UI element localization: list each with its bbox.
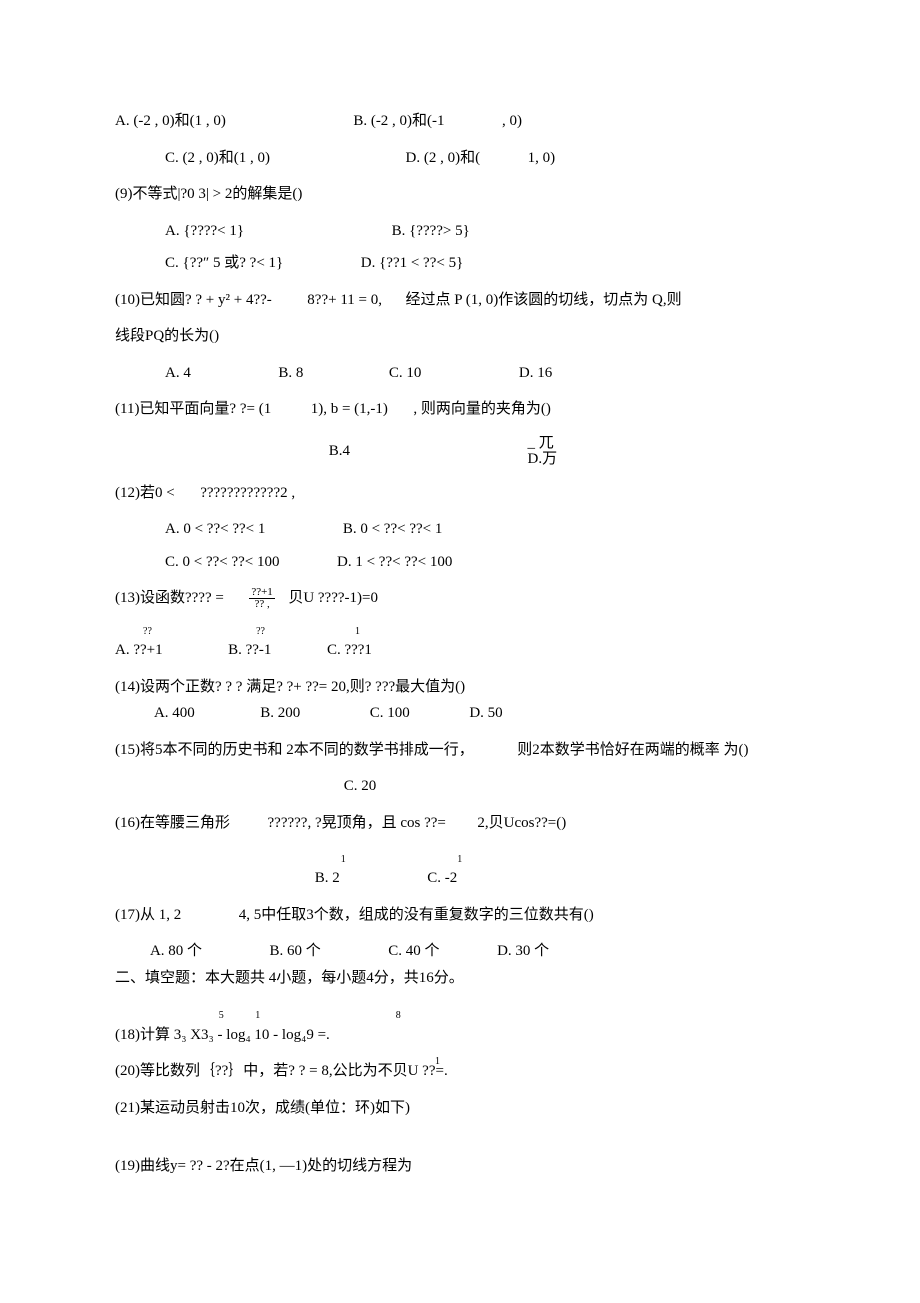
q13-answers: ?? A. ??+1 ?? B. ??-1 1 C. ???1 [115, 624, 805, 662]
q13-a-stack: ?? A. ??+1 [115, 624, 163, 662]
q10-c: C. 10 [389, 365, 422, 381]
q17-b: B. 60 个 [270, 943, 321, 959]
q13-b-stack: ?? B. ??-1 [228, 624, 271, 662]
q17-stem-2: 4, 5中任取3个数，组成的没有重复数字的三位数共有() [239, 907, 594, 923]
q15-stem-1: (15)将5本不同的历史书和 2本不同的数学书排成一行， [115, 742, 474, 758]
opt-d: D. (2 , 0)和( [406, 150, 481, 166]
q14-stem: (14)设两个正数? ? ? 满足? ?+ ??= 20,则? ???最大值为(… [115, 676, 805, 699]
q10-d: D. 16 [519, 365, 552, 381]
q13-b-top: ?? [228, 624, 271, 639]
q18-sup-3: 8 [396, 1010, 401, 1021]
q14-b: B. 200 [260, 705, 300, 721]
q12-row-2: C. 0 < ??< ??< 100 D. 1 < ??< ??< 100 [115, 551, 805, 574]
q11-d-bot: D.万 [528, 451, 558, 468]
q15-c-row: C. 20 [115, 775, 805, 798]
q13-a-top: ?? [115, 624, 163, 639]
q18-stem: (18)计算 3₃ X3₃ - log₄ 10 - log₄9 =. [115, 1024, 805, 1047]
q14-c: C. 100 [370, 705, 410, 721]
q17-a: A. 80 个 [150, 943, 202, 959]
q18-sup-1: 5 [219, 1010, 224, 1021]
q18-sup-2: 1 [255, 1010, 260, 1021]
q16-answers: 1 B. 2 1 C. -2 [115, 852, 805, 890]
q15-c: C. 20 [344, 778, 377, 794]
q12-stem-1: (12)若0 < [115, 485, 175, 501]
q13-stem-1: (13)设函数???? = [115, 590, 224, 606]
q11-d-top: _ 兀 [528, 435, 558, 452]
q16-stem-1: (16)在等腰三角形 [115, 815, 230, 831]
q10-stem-1: (10)已知圆? ? + y² + 4??- [115, 292, 272, 308]
q13-c: C. ???1 [327, 639, 372, 662]
options-row-2: C. (2 , 0)和(1 , 0) D. (2 , 0)和( 1, 0) [115, 147, 805, 170]
q18-sup-row: 5 1 8 [115, 1003, 805, 1026]
q11-b: B.4 [329, 442, 350, 458]
q13-frac-bot: ?? , [249, 599, 274, 610]
q9-d: D. {??1 < ??< 5} [361, 255, 464, 271]
q17-stem: (17)从 1, 2 4, 5中任取3个数，组成的没有重复数字的三位数共有() [115, 904, 805, 927]
q16-stem-3: 2,贝Ucos??=() [477, 815, 566, 831]
q12-d: D. 1 < ??< ??< 100 [337, 554, 452, 570]
q9-row-1: A. {????< 1} B. {????> 5} [115, 220, 805, 243]
q11-answers: B.4 _ 兀 D.万 [115, 435, 805, 468]
opt-a: A. (-2 , 0)和(1 , 0) [115, 113, 226, 129]
q10-answers: A. 4 B. 8 C. 10 D. 16 [115, 362, 805, 385]
q17-answers: A. 80 个 B. 60 个 C. 40 个 D. 30 个 [115, 940, 805, 963]
q16-b: B. 2 [315, 867, 346, 890]
q16-stem-2: ??????, ?晃顶角，且 cos ??= [268, 815, 446, 831]
q17-d: D. 30 个 [497, 943, 549, 959]
q13-fraction: ??+1 ?? , [249, 587, 274, 610]
q10-stem-row-1: (10)已知圆? ? + y² + 4??- 8??+ 11 = 0, 经过点 … [115, 289, 805, 312]
q16-c-stack: 1 C. -2 [427, 852, 462, 890]
q12-c: C. 0 < ??< ??< 100 [165, 554, 280, 570]
q16-b-stack: 1 B. 2 [315, 852, 346, 890]
q9-c: C. {??″ 5 或? ?< 1} [165, 255, 283, 271]
q10-stem-4: 线段PQ的长为() [115, 325, 805, 348]
q16-stem: (16)在等腰三角形 ??????, ?晃顶角，且 cos ??= 2,贝Uco… [115, 812, 805, 835]
q9-stem: (9)不等式|?0 3| > 2的解集是() [115, 183, 805, 206]
q10-stem-2: 8??+ 11 = 0, [307, 292, 382, 308]
q14-a: A. 400 [154, 705, 195, 721]
q11-stem-3: , 则两向量的夹角为() [413, 401, 551, 417]
q12-row-1: A. 0 < ??< ??< 1 B. 0 < ??< ??< 1 [115, 518, 805, 541]
section-2-header: 二、填空题：本大题共 4小题，每小题4分，共16分。 [115, 967, 805, 990]
q9-b: B. {????> 5} [392, 223, 470, 239]
q19-stem: (19)曲线y= ?? - 2?在点(1, —1)处的切线方程为 [115, 1155, 805, 1178]
q21-stem: (21)某运动员射击10次，成绩(单位：环)如下) [115, 1097, 805, 1120]
q10-a: A. 4 [165, 365, 191, 381]
q15-stem-2: 则2本数学书恰好在两端的概率 为() [517, 742, 748, 758]
q10-stem-3: 经过点 P (1, 0)作该圆的切线，切点为 Q,则 [405, 292, 681, 308]
q12-a: A. 0 < ??< ??< 1 [165, 521, 265, 537]
q20-wrapper: 1 (20)等比数列｛??｝中，若? ? = 8,公比为不贝U ??=. [115, 1060, 805, 1083]
q14-d: D. 50 [469, 705, 502, 721]
opt-b-tail: , 0) [502, 113, 522, 129]
q14-answers: A. 400 B. 200 C. 100 D. 50 [115, 702, 805, 725]
q16-b-top: 1 [315, 852, 346, 867]
q11-stem: (11)已知平面向量? ?= (1 1), b = (1,-1) , 则两向量的… [115, 398, 805, 421]
q11-stem-1: (11)已知平面向量? ?= (1 [115, 401, 271, 417]
options-row-1: A. (-2 , 0)和(1 , 0) B. (-2 , 0)和(-1 , 0) [115, 110, 805, 133]
q13-c-top: 1 [327, 624, 372, 639]
opt-d-tail: 1, 0) [528, 150, 556, 166]
opt-b: B. (-2 , 0)和(-1 [353, 113, 444, 129]
q20-stem: (20)等比数列｛??｝中，若? ? = 8,公比为不贝U ??=. [115, 1060, 805, 1083]
q10-b: B. 8 [278, 365, 303, 381]
q9-a: A. {????< 1} [165, 223, 244, 239]
q12-stem: (12)若0 < ????????????2 , [115, 482, 805, 505]
q9-row-2: C. {??″ 5 或? ?< 1} D. {??1 < ??< 5} [115, 252, 805, 275]
q11-stem-2: 1), b = (1,-1) [311, 401, 388, 417]
q20-sup: 1 [435, 1054, 440, 1069]
opt-c: C. (2 , 0)和(1 , 0) [165, 150, 270, 166]
q12-stem-2: ????????????2 , [200, 485, 295, 501]
q11-d-stack: _ 兀 D.万 [528, 435, 558, 468]
q17-c: C. 40 个 [388, 943, 439, 959]
q12-b: B. 0 < ??< ??< 1 [343, 521, 443, 537]
q16-c-top: 1 [427, 852, 462, 867]
q13-c-stack: 1 C. ???1 [327, 624, 372, 662]
q13-stem-2: 贝U ????-1)=0 [288, 590, 378, 606]
q13-b: B. ??-1 [228, 639, 271, 662]
q15-stem: (15)将5本不同的历史书和 2本不同的数学书排成一行， 则2本数学书恰好在两端… [115, 739, 805, 762]
q13-a: A. ??+1 [115, 639, 163, 662]
q17-stem-1: (17)从 1, 2 [115, 907, 181, 923]
q16-c: C. -2 [427, 867, 462, 890]
q13-stem: (13)设函数???? = ??+1 ?? , 贝U ????-1)=0 [115, 587, 805, 610]
